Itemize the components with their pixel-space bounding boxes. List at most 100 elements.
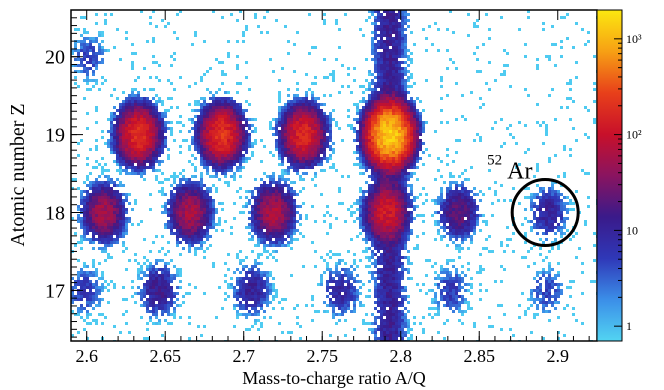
heatmap-cell [296,205,299,208]
heatmap-cell [218,286,221,289]
heatmap-cell [371,190,374,193]
heatmap-cell [113,211,116,214]
heatmap-cell [398,319,401,322]
heatmap-cell [371,91,374,94]
heatmap-cell [107,214,110,217]
heatmap-cell [122,133,125,136]
heatmap-cell [86,49,89,52]
heatmap-cell [386,256,389,259]
heatmap-cell [386,13,389,16]
heatmap-cell [392,184,395,187]
heatmap-cell [311,94,314,97]
heatmap-cell [248,328,251,331]
heatmap-cell [83,283,86,286]
heatmap-cell [275,145,278,148]
heatmap-cell [212,208,215,211]
heatmap-cell [104,187,107,190]
heatmap-cell [245,109,248,112]
heatmap-cell [371,46,374,49]
heatmap-cell [392,64,395,67]
heatmap-cell [239,289,242,292]
heatmap-cell [347,289,350,292]
heatmap-cell [140,124,143,127]
heatmap-cell [308,148,311,151]
heatmap-cell [167,322,170,325]
heatmap-cell [380,157,383,160]
heatmap-cell [296,172,299,175]
heatmap-cell [167,292,170,295]
heatmap-cell [179,304,182,307]
heatmap-cell [365,313,368,316]
heatmap-cell [371,139,374,142]
heatmap-cell [212,175,215,178]
heatmap-cell [179,202,182,205]
heatmap-cell [398,202,401,205]
heatmap-cell [383,151,386,154]
heatmap-cell [194,226,197,229]
heatmap-cell [149,154,152,157]
heatmap-cell [113,220,116,223]
heatmap-cell [353,268,356,271]
heatmap-cell [194,169,197,172]
heatmap-cell [374,280,377,283]
heatmap-cell [107,145,110,148]
heatmap-cell [401,235,404,238]
heatmap-cell [263,211,266,214]
heatmap-cell [377,211,380,214]
heatmap-cell [389,37,392,40]
heatmap-cell [371,205,374,208]
heatmap-cell [386,58,389,61]
heatmap-cell [248,199,251,202]
heatmap-cell [293,163,296,166]
heatmap-cell [224,280,227,283]
heatmap-cell [209,163,212,166]
heatmap-cell [365,124,368,127]
heatmap-cell [254,205,257,208]
heatmap-cell [374,157,377,160]
heatmap-cell [389,307,392,310]
heatmap-cell [290,163,293,166]
heatmap-cell [371,88,374,91]
heatmap-cell [254,295,257,298]
heatmap-cell [398,55,401,58]
heatmap-cell [302,115,305,118]
heatmap-cell [398,172,401,175]
heatmap-cell [170,280,173,283]
heatmap-cell [251,289,254,292]
heatmap-cell [95,187,98,190]
heatmap-cell [77,259,80,262]
heatmap-cell [374,88,377,91]
heatmap-cell [206,109,209,112]
heatmap-cell [107,256,110,259]
heatmap-cell [176,271,179,274]
heatmap-cell [197,139,200,142]
heatmap-cell [146,127,149,130]
heatmap-cell [83,55,86,58]
heatmap-cell [98,49,101,52]
heatmap-cell [398,178,401,181]
heatmap-cell [386,238,389,241]
heatmap-cell [359,199,362,202]
heatmap-cell [377,79,380,82]
heatmap-cell [356,202,359,205]
heatmap-cell [284,112,287,115]
heatmap-cell [254,310,257,313]
heatmap-cell [116,136,119,139]
heatmap-cell [221,73,224,76]
heatmap-cell [77,220,80,223]
heatmap-cell [305,109,308,112]
heatmap-cell [125,37,128,40]
heatmap-cell [374,154,377,157]
heatmap-cell [158,277,161,280]
heatmap-cell [110,130,113,133]
heatmap-cell [188,322,191,325]
heatmap-cell [185,292,188,295]
heatmap-cell [353,127,356,130]
heatmap-cell [263,316,266,319]
heatmap-cell [95,208,98,211]
heatmap-cell [374,148,377,151]
heatmap-cell [146,166,149,169]
heatmap-cell [305,148,308,151]
heatmap-cell [374,37,377,40]
heatmap-cell [395,181,398,184]
